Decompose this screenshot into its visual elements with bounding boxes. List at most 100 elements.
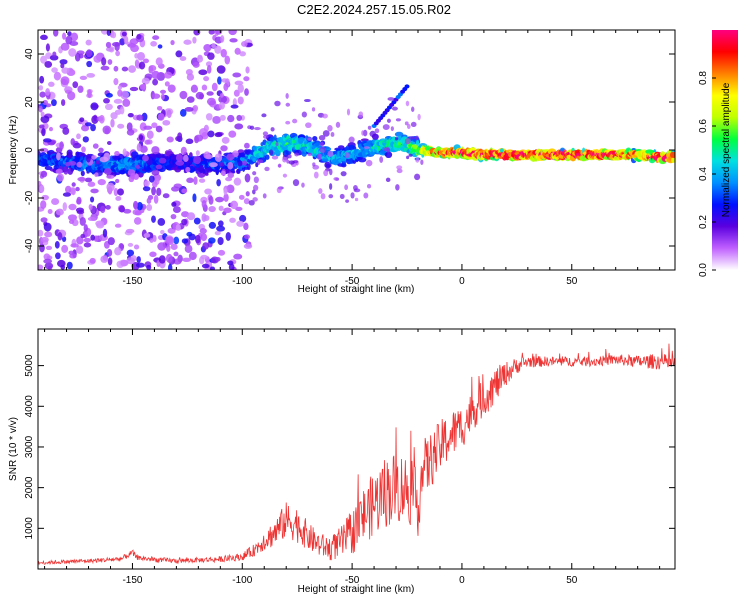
spectrogram-noise-cell [90, 188, 99, 194]
spectrogram-noise-cell [229, 217, 236, 223]
spectrogram-noise-cell [227, 172, 235, 179]
spectrogram-noise-cell [229, 38, 238, 43]
spectrogram-noise-cell [146, 264, 152, 270]
spectrogram-noise-cell [151, 146, 160, 155]
spectrogram-noise-cell [77, 85, 84, 93]
spectrogram-noise-cell [61, 67, 70, 74]
spectrogram-noise-cell [301, 182, 305, 188]
spectrogram-noise-cell [150, 41, 158, 47]
spectrogram-noise-cell [166, 136, 174, 143]
spectrogram-noise-cell [244, 173, 251, 183]
spectrogram-noise-cell [164, 71, 173, 79]
x-tick-label: 50 [566, 575, 578, 586]
spectrogram-noise-cell [223, 207, 232, 214]
spectrogram-noise-cell [45, 245, 53, 251]
spectrogram-noise-cell [179, 56, 187, 61]
spectrogram-noise-cell [107, 257, 113, 266]
spectrogram-noise-cell [86, 60, 93, 68]
spectrogram-noise-cell [224, 55, 231, 65]
spectrogram-noise-cell [395, 184, 400, 191]
spectrogram-cell [66, 149, 73, 157]
spectrogram-noise-cell [200, 254, 208, 260]
spectrogram-noise-cell [175, 154, 183, 163]
colorbar-tick-label: 0.0 [698, 263, 709, 277]
spectrogram-noise-cell [115, 50, 121, 57]
spectrogram-noise-cell [206, 91, 214, 96]
spectrogram-noise-cell [83, 242, 92, 248]
spectrogram-noise-cell [235, 206, 243, 212]
spectrogram-noise-cell [179, 109, 187, 117]
spectrogram-noise-cell [42, 99, 48, 106]
spectrogram-cell [44, 165, 53, 171]
spectrogram-noise-cell [226, 153, 235, 161]
spectrogram-noise-cell [114, 247, 122, 256]
spectrogram-noise-cell [311, 107, 316, 112]
spectrogram-noise-cell [143, 58, 150, 64]
spectrogram-noise-cell [148, 175, 155, 183]
spectrogram-noise-cell [369, 130, 376, 138]
spectrogram-noise-cell [173, 236, 180, 245]
spectrogram-noise-cell [65, 35, 73, 45]
spectrogram-noise-cell [221, 136, 230, 144]
spectrogram-noise-cell [203, 43, 212, 52]
spectrogram-noise-cell [181, 188, 188, 194]
spectrogram-noise-cell [79, 117, 85, 123]
spectrogram-noise-cell [205, 61, 213, 67]
spectrogram-noise-cell [61, 99, 66, 106]
spectrogram-noise-cell [153, 194, 159, 204]
spectrogram-noise-cell [79, 216, 86, 226]
spectrogram-noise-cell [40, 170, 48, 178]
spectrogram-noise-cell [81, 125, 90, 132]
spectrogram-noise-cell [55, 252, 61, 260]
spectrogram-noise-cell [157, 218, 166, 226]
snr-panel: -150 -100 -50 0 50 1000 2000 3000 4000 5000 Heig… [8, 328, 676, 595]
spectrogram-noise-cell [292, 118, 298, 124]
spectrogram-cell [671, 157, 675, 164]
spectrogram-noise-cell [128, 175, 135, 183]
spectrogram-noise-cell [303, 98, 311, 103]
spectrogram-noise-cell [201, 131, 209, 140]
spectrogram-noise-cell [301, 111, 308, 118]
spectrogram-noise-cell [146, 203, 153, 211]
spectrogram-noise-cell [158, 157, 167, 164]
spectrogram-noise-cell [214, 132, 223, 138]
spectrogram-noise-cell [60, 76, 70, 86]
spectrogram-noise-cell [234, 123, 244, 130]
spectrogram-noise-cell [327, 150, 334, 157]
spectrogram-noise-cell [177, 132, 183, 140]
spectrogram-noise-cell [328, 194, 334, 199]
spectrogram-noise-cell [56, 173, 64, 182]
spectrogram-noise-cell [123, 208, 132, 214]
spectrogram-noise-cell [313, 171, 319, 179]
spectrogram-noise-cell [188, 165, 196, 173]
spectrogram-noise-cell [43, 253, 51, 260]
spectrogram-noise-cell [89, 257, 96, 264]
spectrogram-noise-cell [114, 223, 122, 228]
spectrogram-noise-cell [417, 113, 421, 121]
spectrogram-noise-cell [214, 231, 221, 236]
spectrogram-noise-cell [391, 106, 398, 111]
spectrogram-noise-cell [97, 221, 103, 227]
spectrogram-noise-cell [186, 212, 196, 221]
spectrogram-noise-cell [207, 130, 215, 138]
spectrogram-noise-cell [151, 181, 158, 188]
spectrogram-noise-cell [146, 197, 152, 204]
spectrogram-noise-cell [122, 98, 131, 107]
spectrogram-noise-cell [194, 134, 204, 142]
spectrogram-noise-cell [193, 217, 201, 225]
spectrogram-noise-cell [354, 197, 359, 202]
spectrogram-noise-cell [135, 164, 140, 170]
spectrogram-noise-cell [98, 114, 105, 124]
spectrogram-noise-cell [192, 61, 200, 68]
spectrogram-noise-cell [127, 112, 134, 118]
spectrogram-noise-cell [263, 134, 269, 139]
spectrogram-noise-cell [136, 114, 144, 121]
spectrogram-noise-cell [219, 93, 225, 98]
spectrogram-noise-cell [170, 40, 175, 46]
spectrogram-noise-cell [162, 119, 171, 126]
spectrogram-noise-cell [184, 106, 194, 112]
spectrogram-noise-cell [160, 89, 167, 94]
snr-series-line [38, 343, 675, 566]
spectrogram-noise-cell [206, 65, 212, 74]
spectrogram-noise-cell [203, 76, 210, 82]
